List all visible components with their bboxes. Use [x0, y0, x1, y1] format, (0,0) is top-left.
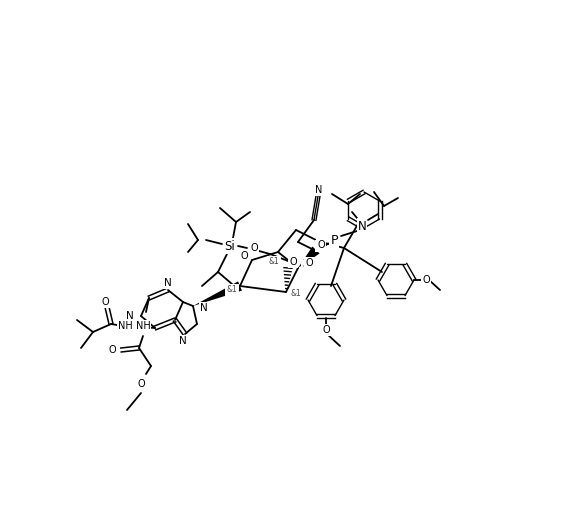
Text: O: O	[422, 275, 430, 285]
Text: N: N	[200, 303, 208, 313]
Text: O: O	[317, 240, 325, 250]
Text: O: O	[101, 297, 109, 307]
Text: N: N	[164, 278, 172, 288]
Text: O: O	[250, 243, 258, 253]
Text: O: O	[289, 257, 297, 267]
Text: NH: NH	[118, 321, 133, 331]
Polygon shape	[298, 247, 320, 268]
Text: O: O	[316, 241, 324, 251]
Text: &1: &1	[227, 286, 238, 295]
Text: NH: NH	[136, 321, 150, 331]
Text: N: N	[126, 311, 134, 321]
Polygon shape	[193, 281, 242, 306]
Text: O: O	[137, 379, 145, 389]
Text: &1: &1	[303, 261, 313, 270]
Text: P: P	[330, 233, 338, 247]
Text: Si: Si	[224, 239, 235, 252]
Text: O: O	[108, 345, 116, 355]
Text: N: N	[315, 185, 323, 195]
Text: O: O	[305, 258, 313, 268]
Text: O: O	[322, 325, 330, 335]
Text: &1: &1	[268, 258, 279, 267]
Text: N: N	[179, 336, 187, 346]
Text: O: O	[240, 251, 248, 261]
Text: N: N	[357, 220, 367, 232]
Text: &1: &1	[291, 289, 301, 298]
